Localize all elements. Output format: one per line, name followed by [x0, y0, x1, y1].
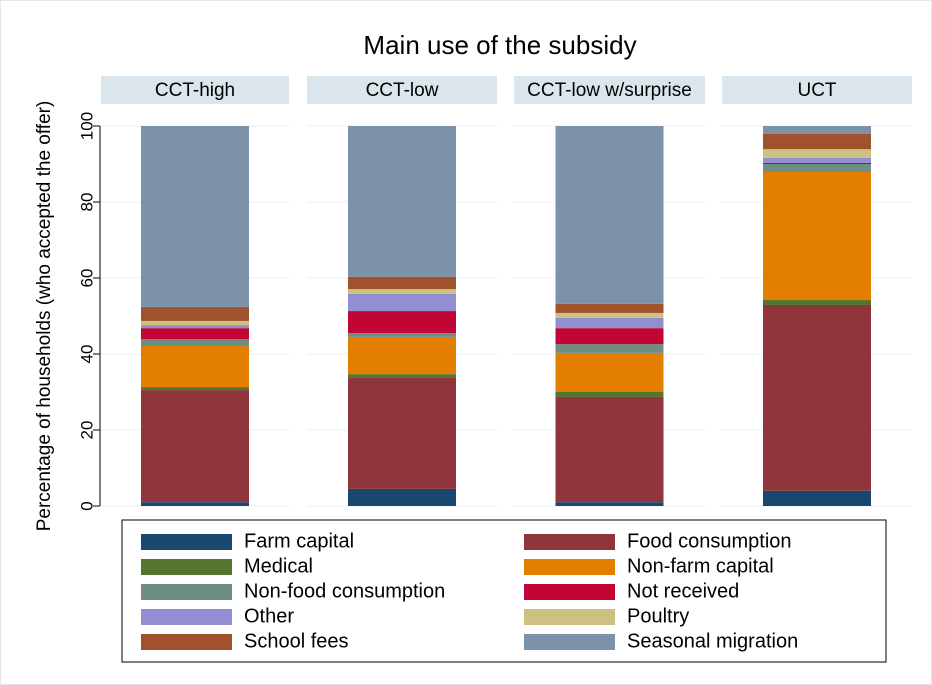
y-tick-label: 100	[77, 112, 96, 140]
legend-swatch	[524, 609, 615, 625]
bar-segment	[141, 339, 249, 347]
bar-segment	[348, 374, 456, 378]
legend-label: Poultry	[627, 605, 689, 627]
legend-swatch	[141, 634, 232, 650]
panel-title: UCT	[797, 80, 836, 101]
legend-label: Farm capital	[244, 530, 354, 552]
y-tick-label: 0	[77, 501, 96, 510]
bar-segment	[141, 387, 249, 391]
panel-title: CCT-low w/surprise	[527, 80, 692, 101]
bar-segment	[348, 336, 456, 375]
legend-label: Non-farm capital	[627, 555, 774, 577]
legend-swatch	[524, 534, 615, 550]
legend-swatch	[141, 609, 232, 625]
legend-swatch	[141, 534, 232, 550]
bar-segment	[555, 344, 664, 353]
bar-segment	[555, 303, 664, 313]
bar-segment	[348, 289, 456, 294]
legend-label: Non-food consumption	[244, 580, 445, 602]
legend-label: Medical	[244, 555, 313, 577]
bar-segment	[555, 328, 664, 345]
y-tick-label: 40	[77, 345, 96, 364]
panel-header	[101, 76, 289, 104]
bar-segment	[348, 126, 456, 277]
bar-segment	[763, 133, 871, 150]
bar-segment	[555, 352, 664, 392]
legend-swatch	[524, 584, 615, 600]
legend-label: Not received	[627, 580, 739, 602]
legend-label: School fees	[244, 630, 349, 652]
bar-segment	[141, 306, 249, 321]
bar-segment	[555, 396, 664, 503]
bar-segment	[555, 312, 664, 318]
y-tick-label: 20	[77, 421, 96, 440]
legend-label: Seasonal migration	[627, 630, 798, 652]
bar-segment	[763, 157, 871, 163]
bar-segment	[348, 311, 456, 334]
bar-segment	[141, 346, 249, 388]
bar-segment	[141, 320, 249, 326]
panel-header	[514, 76, 705, 104]
panel-header	[722, 76, 912, 104]
bar-segment	[763, 164, 871, 172]
legend-label: Food consumption	[627, 530, 792, 552]
y-axis-title: Percentage of households (who accepted t…	[34, 101, 55, 532]
bar-segment	[763, 304, 871, 491]
legend-box	[121, 519, 887, 663]
y-tick-label: 60	[77, 269, 96, 288]
bar-segment	[763, 126, 871, 134]
bar-segment	[141, 126, 249, 307]
bar-segment	[141, 325, 249, 329]
legend-swatch	[524, 634, 615, 650]
panel-title: CCT-low	[366, 80, 439, 101]
panel-header	[307, 76, 497, 104]
legend-label: Other	[244, 605, 294, 627]
bar-segment	[348, 333, 456, 337]
chart-title: Main use of the subsidy	[363, 30, 636, 60]
bar-segment	[348, 488, 456, 506]
legend-swatch	[141, 584, 232, 600]
legend-swatch	[524, 559, 615, 575]
bar-segment	[555, 502, 664, 506]
bar-segment	[348, 377, 456, 489]
bar-segment	[555, 392, 664, 397]
bar-segment	[348, 276, 456, 290]
bar-segment	[763, 490, 871, 506]
bar-segment	[141, 390, 249, 503]
bar-segment	[555, 126, 664, 304]
bar-segment	[141, 328, 249, 340]
legend-swatch	[141, 559, 232, 575]
panel-title: CCT-high	[155, 80, 235, 101]
bar-segment	[763, 300, 871, 305]
bar-segment	[555, 317, 664, 329]
y-tick-label: 80	[77, 193, 96, 212]
bar-segment	[348, 293, 456, 312]
bar-segment	[763, 149, 871, 158]
bar-segment	[141, 502, 249, 506]
bar-segment	[763, 162, 871, 164]
bar-segment	[763, 171, 871, 301]
